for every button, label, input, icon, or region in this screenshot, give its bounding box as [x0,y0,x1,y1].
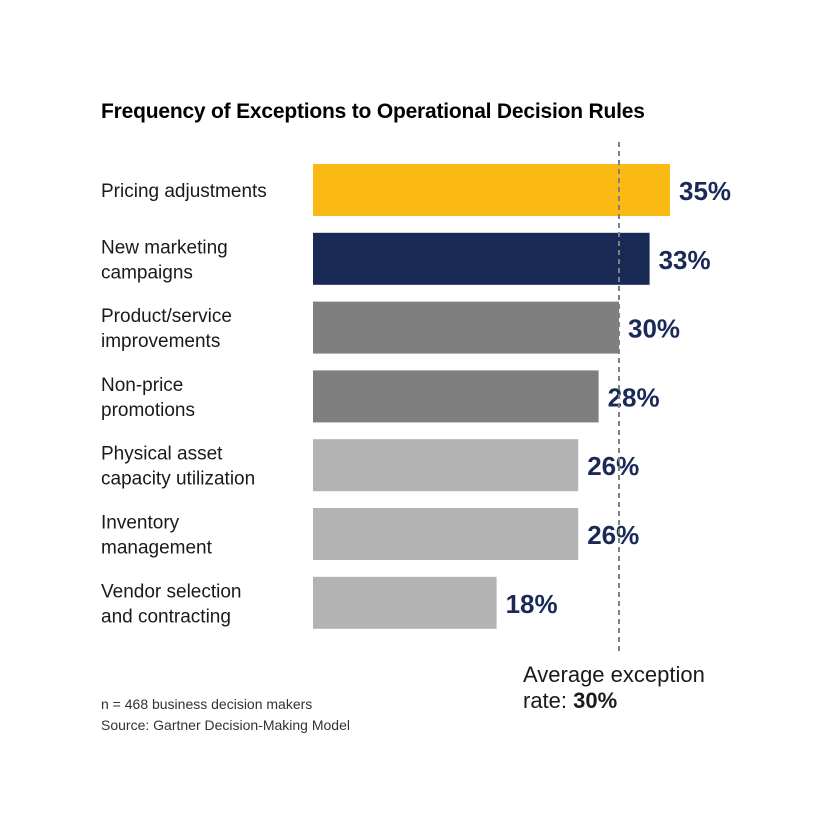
category-label-4: Non-price promotions [101,375,195,421]
footnote: n = 468 business decision makers Source:… [101,694,350,736]
category-label-2: New marketing campaigns [101,237,228,283]
bar-4 [313,370,599,423]
sample-size-note: n = 468 business decision makers [101,696,313,712]
category-label-6: Inventory management [101,513,213,559]
bar-7 [313,576,497,629]
bar-1 [313,164,670,216]
category-label-5: Physical asset capacity utilization [101,444,255,490]
value-label-6: 26% [587,520,639,550]
average-label-rate: rate: [523,688,568,713]
bar-6 [313,508,579,560]
value-label-5: 26% [587,451,639,481]
average-label-line1: Average exception [523,662,705,687]
bar-5 [313,439,579,492]
source-note: Source: Gartner Decision-Making Model [101,717,350,733]
value-label-2: 33% [659,245,711,275]
category-label-7: Vendor selection and contracting [101,581,242,627]
value-label-7: 18% [506,589,558,619]
value-label-1: 35% [679,176,731,206]
category-label-3: Product/service improvements [101,306,232,352]
value-label-3: 30% [628,314,680,344]
average-annotation: Average exception rate: 30% [523,662,705,714]
value-label-4: 28% [608,382,660,412]
chart-title: Frequency of Exceptions to Operational D… [101,100,645,123]
bar-2 [313,232,650,285]
category-label-1: Pricing adjustments [101,181,267,202]
average-value: 30% [573,688,618,713]
bar-3 [313,301,619,354]
